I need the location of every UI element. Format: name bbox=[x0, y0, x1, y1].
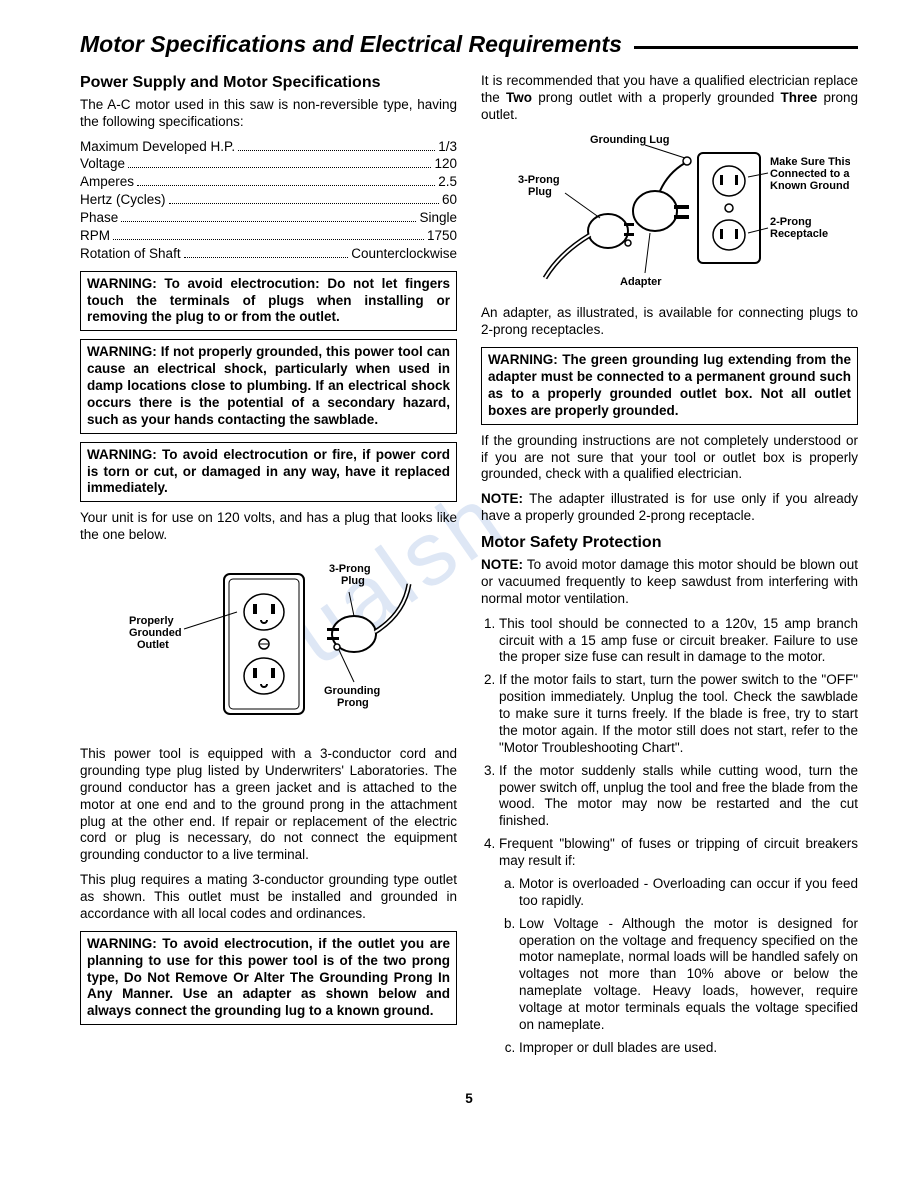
spec-label: RPM bbox=[80, 228, 110, 245]
svg-text:Known Ground: Known Ground bbox=[770, 180, 849, 192]
intro-paragraph: The A-C motor used in this saw is non-re… bbox=[80, 97, 457, 131]
svg-text:Grounding Lug: Grounding Lug bbox=[590, 134, 669, 146]
svg-text:Receptacle: Receptacle bbox=[770, 228, 828, 240]
svg-text:Grounding: Grounding bbox=[324, 685, 380, 697]
left-column: Power Supply and Motor Specifications Th… bbox=[80, 73, 457, 1065]
paragraph-120v: Your unit is for use on 120 volts, and h… bbox=[80, 510, 457, 544]
heading-power-supply: Power Supply and Motor Specifications bbox=[80, 73, 457, 93]
list-item: Frequent "blowing" of fuses or tripping … bbox=[499, 836, 858, 1057]
spec-row: Maximum Developed H.P. 1/3 bbox=[80, 139, 457, 156]
svg-text:Plug: Plug bbox=[528, 186, 552, 198]
figure-adapter: Grounding Lug Make Sure This Is Connecte… bbox=[481, 133, 858, 293]
list-item: If the motor suddenly stalls while cutti… bbox=[499, 763, 858, 831]
warning-box: WARNING: To avoid electrocution: Do not … bbox=[80, 271, 457, 332]
svg-text:2-Prong: 2-Prong bbox=[770, 216, 812, 228]
right-column: It is recommended that you have a qualif… bbox=[481, 73, 858, 1065]
page-title-text: Motor Specifications and Electrical Requ… bbox=[80, 30, 622, 59]
safety-list: This tool should be connected to a 120v,… bbox=[481, 616, 858, 1057]
warning-box: WARNING: To avoid electrocution or fire,… bbox=[80, 442, 457, 503]
spec-dots bbox=[121, 221, 416, 222]
paragraph-note-motor: NOTE: To avoid motor damage this motor s… bbox=[481, 557, 858, 608]
spec-dots bbox=[184, 257, 349, 258]
warning-box: WARNING: If not properly grounded, this … bbox=[80, 339, 457, 433]
svg-text:Grounded: Grounded bbox=[129, 627, 182, 639]
spec-dots bbox=[238, 150, 435, 151]
svg-text:Plug: Plug bbox=[341, 575, 365, 587]
spec-dots bbox=[128, 167, 431, 168]
title-rule bbox=[634, 46, 858, 49]
spec-label: Hertz (Cycles) bbox=[80, 192, 166, 209]
spec-value: Single bbox=[419, 210, 457, 227]
spec-row: RPM 1750 bbox=[80, 228, 457, 245]
spec-value: 1750 bbox=[427, 228, 457, 245]
list-item: If the motor fails to start, turn the po… bbox=[499, 672, 858, 756]
spec-dots bbox=[169, 203, 439, 204]
page-title: Motor Specifications and Electrical Requ… bbox=[80, 30, 858, 59]
list-item: Low Voltage - Although the motor is desi… bbox=[519, 916, 858, 1034]
svg-text:Make Sure This Is: Make Sure This Is bbox=[770, 156, 850, 168]
svg-text:3-Prong: 3-Prong bbox=[329, 563, 371, 575]
spec-table: Maximum Developed H.P. 1/3 Voltage 120 A… bbox=[80, 139, 457, 263]
spec-value: 60 bbox=[442, 192, 457, 209]
paragraph-adapter: An adapter, as illustrated, is available… bbox=[481, 305, 858, 339]
list-item: This tool should be connected to a 120v,… bbox=[499, 616, 858, 667]
spec-label: Amperes bbox=[80, 174, 134, 191]
spec-row: Hertz (Cycles) 60 bbox=[80, 192, 457, 209]
paragraph-recommend: It is recommended that you have a qualif… bbox=[481, 73, 858, 124]
spec-value: 2.5 bbox=[438, 174, 457, 191]
spec-row: Phase Single bbox=[80, 210, 457, 227]
paragraph-cord: This power tool is equipped with a 3-con… bbox=[80, 746, 457, 864]
spec-row: Voltage 120 bbox=[80, 156, 457, 173]
paragraph-mating: This plug requires a mating 3-conductor … bbox=[80, 872, 457, 923]
spec-row: Rotation of Shaft Counterclockwise bbox=[80, 246, 457, 263]
svg-text:Connected to a: Connected to a bbox=[770, 168, 850, 180]
warning-box: WARNING: The green grounding lug extendi… bbox=[481, 347, 858, 425]
spec-dots bbox=[137, 185, 435, 186]
list-item: Motor is overloaded - Overloading can oc… bbox=[519, 876, 858, 910]
spec-row: Amperes 2.5 bbox=[80, 174, 457, 191]
page-number: 5 bbox=[80, 1091, 858, 1108]
fig1-label-outlet: Properly bbox=[129, 615, 175, 627]
svg-text:Outlet: Outlet bbox=[137, 639, 169, 651]
two-column-layout: Power Supply and Motor Specifications Th… bbox=[80, 73, 858, 1065]
spec-label: Maximum Developed H.P. bbox=[80, 139, 235, 156]
paragraph-if-grounding: If the grounding instructions are not co… bbox=[481, 433, 858, 484]
spec-value: Counterclockwise bbox=[351, 246, 457, 263]
paragraph-note-adapter: NOTE: The adapter illustrated is for use… bbox=[481, 491, 858, 525]
list-item: Improper or dull blades are used. bbox=[519, 1040, 858, 1057]
svg-text:3-Prong: 3-Prong bbox=[518, 174, 560, 186]
safety-sublist: Motor is overloaded - Overloading can oc… bbox=[499, 876, 858, 1057]
heading-motor-safety: Motor Safety Protection bbox=[481, 533, 858, 553]
spec-label: Rotation of Shaft bbox=[80, 246, 181, 263]
spec-label: Phase bbox=[80, 210, 118, 227]
warning-box: WARNING: To avoid electrocution, if the … bbox=[80, 931, 457, 1025]
svg-text:Prong: Prong bbox=[337, 697, 369, 709]
spec-label: Voltage bbox=[80, 156, 125, 173]
figure-outlet-plug: Properly Grounded Outlet 3-Prong Plug Gr… bbox=[80, 554, 457, 734]
svg-text:Adapter: Adapter bbox=[620, 276, 662, 288]
spec-value: 1/3 bbox=[438, 139, 457, 156]
spec-value: 120 bbox=[434, 156, 457, 173]
spec-dots bbox=[113, 239, 424, 240]
